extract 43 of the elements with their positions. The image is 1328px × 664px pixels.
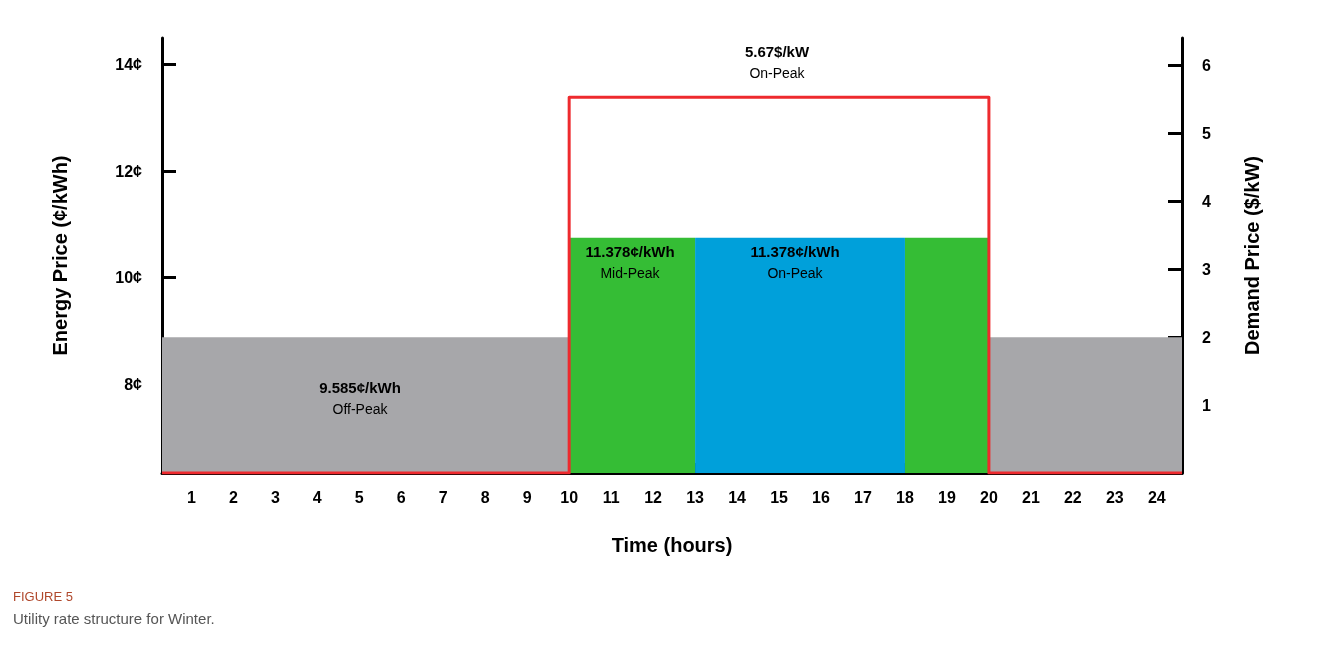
y2-axis-title: Demand Price ($/kW): [1241, 156, 1263, 355]
x-tick-label: 14: [728, 488, 747, 506]
x-tick-label: 6: [396, 488, 406, 506]
y-tick-label: 14¢: [115, 56, 143, 74]
annotation: 11.378¢/kWh On-Peak: [750, 243, 840, 281]
annotation: 5.67$/kW On-Peak: [744, 43, 810, 81]
x-tick-label: 20: [980, 488, 998, 506]
y-tick-label: 10¢: [115, 269, 143, 287]
x-tick-label: 10: [560, 488, 579, 506]
y2-tick-label: 4: [1202, 192, 1211, 210]
text: FIGURE 5: [13, 589, 73, 604]
x-tick-label: 16: [812, 488, 831, 506]
x-tick-label: 5: [354, 488, 364, 506]
y2-tick-label: 2: [1202, 328, 1211, 346]
y-axis-title: Energy Price (¢/kWh): [49, 155, 71, 356]
annotation: 9.585¢/kWh Off-Peak: [319, 379, 401, 417]
x-tick-label: 4: [312, 488, 322, 506]
x-tick-label: 22: [1063, 488, 1082, 506]
x-tick-label: 13: [686, 488, 705, 506]
x-tick-label: 8: [480, 488, 490, 506]
y-tick-label: 12¢: [115, 162, 143, 180]
x-tick-label: 19: [938, 488, 956, 506]
x-tick-label: 9: [522, 488, 532, 506]
y2-tick-label: 5: [1202, 124, 1211, 142]
y2-tick-label: 6: [1202, 56, 1211, 74]
x-tick-label: 2: [228, 488, 238, 506]
x-tick-label: 23: [1105, 488, 1124, 506]
x-tick-label: 3: [270, 488, 280, 506]
x-tick-label: 21: [1021, 488, 1040, 506]
y-tick-label: 8¢: [124, 375, 143, 393]
x-tick-label: 1: [186, 488, 196, 506]
x-tick-label: 11: [602, 488, 620, 506]
x-tick-label: 7: [438, 488, 448, 506]
x-tick-label: 24: [1147, 488, 1166, 506]
x-tick-label: 15: [770, 488, 789, 506]
y2-tick-label: 1: [1202, 396, 1211, 414]
text: Utility rate structure for Winter.: [13, 610, 215, 627]
x-axis-title: Time (hours): [611, 534, 733, 556]
x-tick-label: 17: [854, 488, 872, 506]
y2-tick-label: 3: [1202, 260, 1211, 278]
x-tick-label: 18: [896, 488, 914, 506]
annotation: 11.378¢/kWh Mid-Peak: [585, 243, 675, 281]
x-tick-label: 12: [644, 488, 663, 506]
